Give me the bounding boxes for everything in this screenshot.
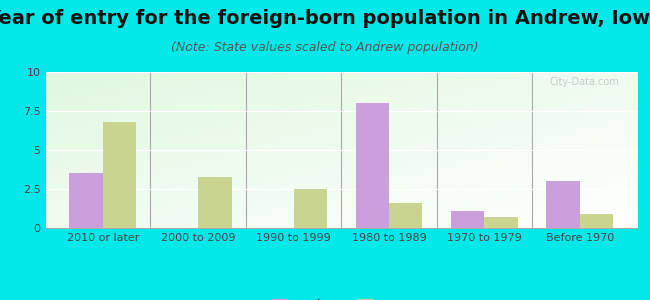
Bar (484, 217, 518, 228)
Bar (103, 122, 136, 228)
Legend: Andrew, Iowa: Andrew, Iowa (266, 293, 416, 300)
Bar (451, 211, 484, 228)
Bar (198, 176, 231, 228)
Text: (Note: State values scaled to Andrew population): (Note: State values scaled to Andrew pop… (171, 40, 479, 53)
Bar (547, 181, 580, 228)
Bar (389, 203, 422, 228)
Text: Year of entry for the foreign-born population in Andrew, Iowa: Year of entry for the foreign-born popul… (0, 9, 650, 28)
Bar (294, 189, 327, 228)
Bar (70, 173, 103, 228)
Bar (356, 103, 389, 228)
Text: City-Data.com: City-Data.com (549, 77, 619, 87)
Bar (580, 214, 613, 228)
